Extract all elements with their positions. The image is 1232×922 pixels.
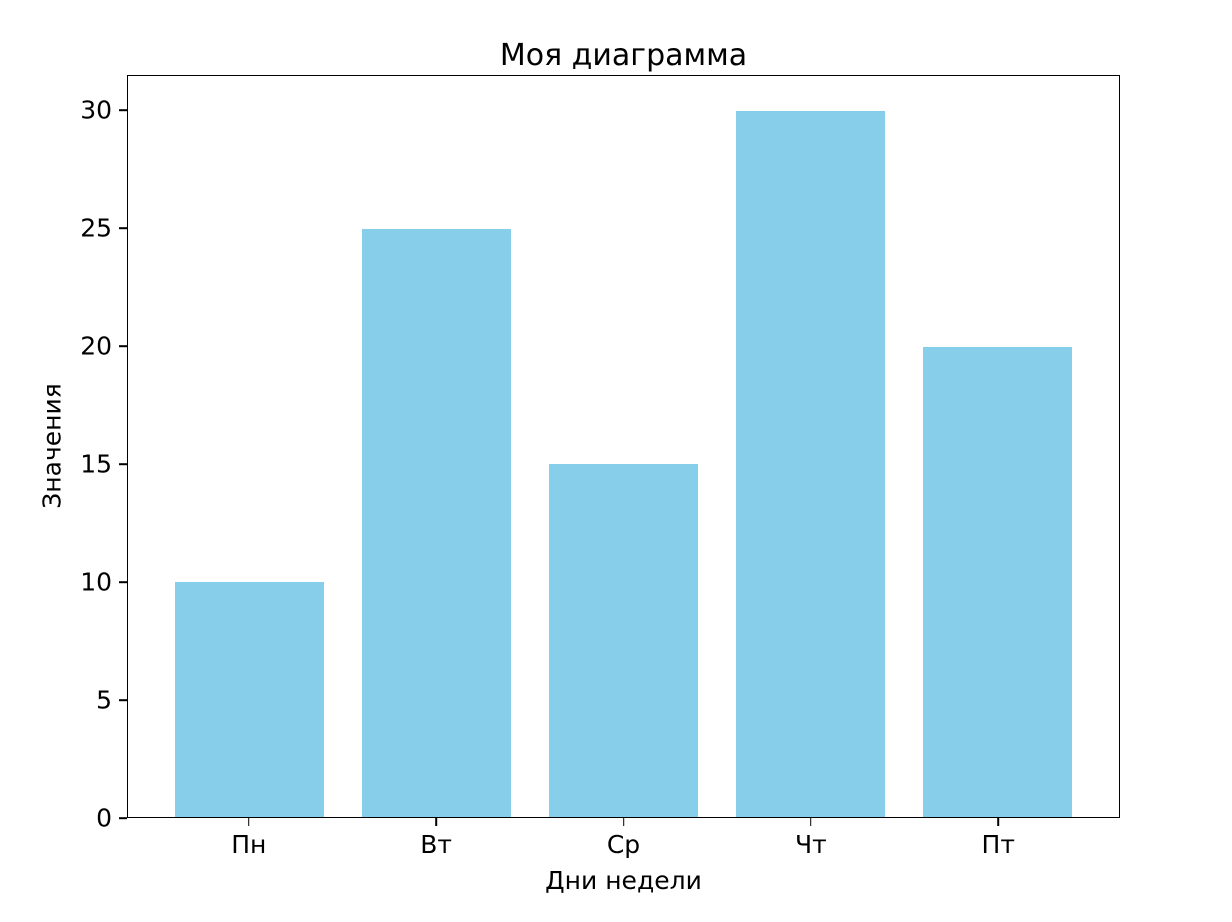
bar-Вт <box>361 228 512 817</box>
x-tick-label: Пн <box>231 830 267 859</box>
bar-Пн <box>174 581 325 817</box>
y-tick-mark <box>119 463 127 465</box>
x-tick-mark <box>622 818 625 826</box>
bar-Ср <box>548 464 699 817</box>
y-tick-label: 10 <box>80 567 112 597</box>
x-tick-label: Вт <box>420 830 452 859</box>
y-axis-label: Значения <box>37 383 67 509</box>
y-tick-label: 5 <box>96 685 112 715</box>
x-tick-mark <box>997 818 999 826</box>
bar-Чт <box>735 111 886 817</box>
y-tick-mark <box>119 817 127 819</box>
x-axis-label: Дни недели <box>545 866 702 895</box>
x-tick-label: Ср <box>606 830 641 859</box>
y-tick-mark <box>119 699 127 701</box>
plot-area <box>127 75 1120 818</box>
y-tick-mark <box>119 227 127 230</box>
bar-Пт <box>922 346 1073 817</box>
y-tick-label: 30 <box>80 95 112 125</box>
y-tick-mark <box>119 345 127 348</box>
x-tick-label: Чт <box>794 830 827 859</box>
x-tick-mark <box>247 818 250 826</box>
x-tick-mark <box>810 818 812 826</box>
x-tick-label: Пт <box>981 830 1015 859</box>
chart-title: Моя диаграмма <box>499 38 748 73</box>
y-tick-label: 0 <box>96 803 112 833</box>
y-tick-label: 15 <box>80 449 112 479</box>
y-tick-mark <box>119 109 127 112</box>
y-tick-label: 25 <box>80 213 112 243</box>
y-tick-label: 20 <box>80 331 112 361</box>
x-tick-mark <box>435 818 437 826</box>
y-tick-mark <box>119 581 127 583</box>
